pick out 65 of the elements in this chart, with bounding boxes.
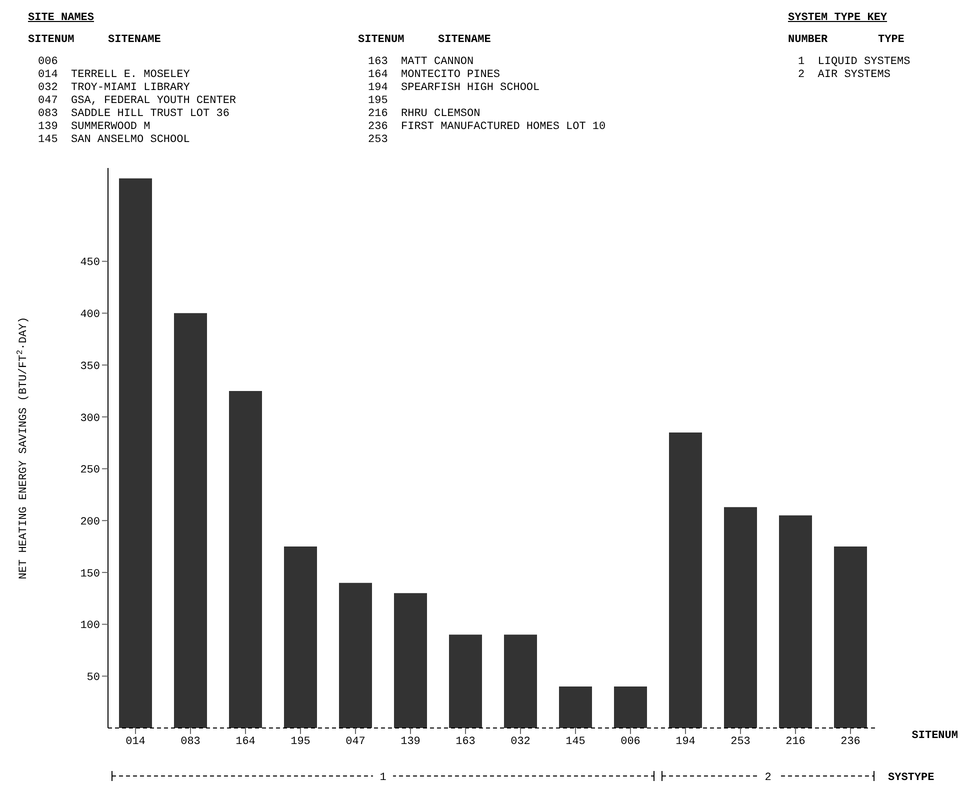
text: 1: [380, 772, 387, 784]
text: 236 FIRST MANUFACTURED HOMES LOT 10: [368, 121, 606, 133]
text: 1 LIQUID SYSTEMS: [798, 56, 910, 68]
x-tick-label: 006: [620, 736, 640, 748]
bar: [174, 313, 207, 728]
x-tick-label: 163: [456, 736, 476, 748]
y-tick-label: 50: [86, 672, 100, 684]
x-tick-label: 032: [510, 736, 530, 748]
text: SYSTEM TYPE KEY: [788, 12, 888, 24]
text: SITENUM: [358, 34, 404, 46]
text: 163 MATT CANNON: [368, 56, 474, 68]
bar: [339, 582, 372, 728]
x-axis-title: SITENUM: [912, 730, 958, 742]
bar: [284, 546, 317, 728]
text: 194 SPEARFISH HIGH SCHOOL: [368, 82, 540, 94]
bar: [504, 634, 537, 728]
x-tick-label: 164: [236, 736, 256, 748]
bar: [394, 593, 427, 728]
text: SYSTYPE: [888, 772, 935, 784]
y-tick-label: 100: [80, 620, 100, 632]
bar: [779, 515, 812, 728]
x-tick-label: 195: [290, 736, 310, 748]
bar: [614, 686, 647, 728]
x-tick-label: 047: [346, 736, 366, 748]
x-tick-label: 083: [180, 736, 200, 748]
y-tick-label: 250: [80, 464, 100, 477]
bar: [669, 432, 702, 728]
bar: [119, 178, 152, 728]
text: SITENAME: [438, 34, 491, 46]
text: NUMBER: [788, 34, 828, 46]
y-tick-label: 350: [80, 360, 100, 373]
text: 032 TROY-MIAMI LIBRARY: [38, 82, 190, 94]
text: 047 GSA, FEDERAL YOUTH CENTER: [38, 95, 236, 107]
x-tick-label: 194: [676, 736, 696, 748]
bar: [559, 686, 592, 728]
text: 2: [764, 772, 772, 784]
text: SITENUM: [28, 34, 74, 46]
text: 006: [38, 56, 58, 68]
text: SITE NAMES: [28, 12, 94, 24]
y-tick-label: 400: [80, 309, 100, 322]
bar: [834, 546, 867, 728]
y-tick-label: 200: [80, 516, 100, 528]
text: 139 SUMMERWOOD M: [38, 121, 150, 133]
x-tick-label: 014: [126, 736, 146, 748]
bar: [724, 507, 757, 728]
text: 145 SAN ANSELMO SCHOOL: [38, 134, 190, 146]
x-tick-label: 139: [400, 736, 420, 748]
text: 083 SADDLE HILL TRUST LOT 36: [38, 108, 230, 120]
x-tick-label: 253: [730, 736, 750, 748]
bar: [449, 634, 482, 728]
text: 2 AIR SYSTEMS: [798, 69, 890, 81]
x-tick-label: 236: [840, 736, 860, 748]
text: 195: [368, 95, 388, 107]
text: 014 TERRELL E. MOSELEY: [38, 69, 190, 81]
text: 253: [368, 134, 388, 146]
y-tick-label: 450: [80, 257, 100, 270]
y-tick-label: 300: [80, 412, 100, 425]
y-tick-label: 150: [80, 568, 100, 580]
x-tick-label: 145: [566, 736, 586, 748]
x-tick-label: 216: [786, 736, 806, 748]
text: TYPE: [878, 34, 904, 46]
text: 164 MONTECITO PINES: [368, 69, 500, 81]
text: 216 RHRU CLEMSON: [368, 108, 480, 120]
text: SITENAME: [108, 34, 161, 46]
bar: [229, 390, 262, 728]
